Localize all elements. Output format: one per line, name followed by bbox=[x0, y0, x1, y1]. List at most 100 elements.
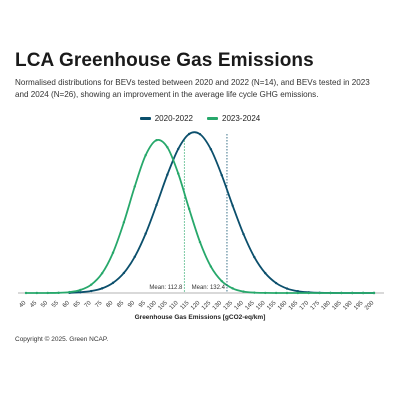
data-point-2023-2024 bbox=[111, 251, 115, 254]
data-point-2020-2022 bbox=[111, 281, 115, 285]
x-tick-label: 180 bbox=[321, 300, 333, 312]
x-tick-label: 140 bbox=[234, 300, 246, 312]
page-title: LCA Greenhouse Gas Emissions bbox=[15, 50, 314, 71]
x-tick-label: 130 bbox=[212, 300, 224, 312]
data-point-2023-2024 bbox=[209, 265, 213, 268]
x-tick-label: 120 bbox=[190, 300, 202, 312]
chart-legend: 2020-2022 2023-2024 bbox=[0, 114, 400, 123]
x-tick-label: 95 bbox=[138, 300, 147, 309]
data-point-2020-2022 bbox=[155, 203, 158, 207]
x-axis-title: Greenhouse Gas Emissions [gCO2-eq/km] bbox=[135, 314, 266, 321]
x-tick-label: 100 bbox=[147, 300, 159, 312]
data-point-2020-2022 bbox=[100, 287, 104, 290]
x-tick-label: 90 bbox=[127, 300, 136, 309]
data-point-2023-2024 bbox=[264, 291, 267, 295]
x-tick-label: 135 bbox=[223, 300, 235, 312]
x-tick-label: 80 bbox=[105, 300, 114, 309]
data-point-2023-2024 bbox=[198, 240, 202, 244]
data-point-2023-2024 bbox=[24, 291, 28, 295]
x-tick-label: 190 bbox=[342, 300, 354, 312]
data-point-2023-2024 bbox=[220, 279, 223, 283]
x-tick-label: 115 bbox=[180, 300, 191, 311]
x-tick-label: 70 bbox=[84, 300, 93, 309]
x-tick-label: 85 bbox=[116, 300, 125, 309]
data-point-2020-2022 bbox=[177, 147, 180, 151]
data-point-2023-2024 bbox=[122, 221, 126, 224]
data-point-2023-2024 bbox=[253, 291, 256, 294]
data-point-2020-2022 bbox=[220, 173, 223, 177]
data-point-2023-2024 bbox=[351, 291, 354, 295]
x-tick-label: 125 bbox=[201, 300, 213, 312]
data-point-2020-2022 bbox=[198, 132, 202, 136]
data-point-2020-2022 bbox=[79, 291, 82, 294]
x-tick-label: 155 bbox=[266, 300, 278, 312]
data-point-2023-2024 bbox=[155, 139, 158, 142]
data-point-2023-2024 bbox=[274, 291, 278, 295]
data-point-2020-2022 bbox=[274, 281, 278, 285]
data-point-2020-2022 bbox=[209, 148, 213, 151]
data-point-2023-2024 bbox=[329, 291, 332, 295]
data-point-2023-2024 bbox=[57, 291, 60, 295]
series-line-2023-2024 bbox=[26, 139, 374, 294]
data-point-2020-2022 bbox=[144, 232, 147, 235]
x-tick-label: 150 bbox=[255, 300, 267, 312]
data-point-2023-2024 bbox=[231, 287, 234, 290]
data-point-2020-2022 bbox=[253, 255, 256, 259]
legend-label-2023-2024: 2023-2024 bbox=[222, 114, 261, 123]
x-tick-label: 40 bbox=[18, 300, 27, 309]
data-point-2023-2024 bbox=[68, 290, 71, 294]
data-point-2020-2022 bbox=[231, 204, 234, 207]
data-point-2020-2022 bbox=[296, 290, 300, 293]
x-tick-label: 170 bbox=[299, 300, 311, 312]
copyright-footer: Copyright © 2025. Green NCAP. bbox=[15, 336, 109, 343]
x-tick-label: 165 bbox=[288, 300, 300, 312]
data-point-2020-2022 bbox=[166, 173, 169, 176]
data-point-2023-2024 bbox=[177, 172, 180, 175]
legend-item-2020-2022[interactable]: 2020-2022 bbox=[139, 114, 193, 123]
data-point-2023-2024 bbox=[133, 185, 136, 188]
legend-label-2020-2022: 2020-2022 bbox=[154, 114, 193, 123]
series-line-2020-2022 bbox=[69, 131, 374, 294]
data-point-2020-2022 bbox=[242, 232, 245, 236]
data-point-2020-2022 bbox=[264, 271, 267, 275]
data-point-2020-2022 bbox=[133, 255, 136, 258]
data-point-2023-2024 bbox=[285, 291, 289, 295]
x-tick-label: 60 bbox=[62, 300, 71, 309]
x-tick-label: 145 bbox=[244, 300, 256, 312]
data-point-2023-2024 bbox=[187, 207, 191, 211]
page-subtitle: Normalised distributions for BEVs tested… bbox=[15, 78, 370, 99]
x-tick-label: 185 bbox=[331, 300, 343, 312]
data-point-2020-2022 bbox=[187, 132, 191, 136]
data-point-2023-2024 bbox=[144, 154, 147, 157]
x-tick-label: 75 bbox=[95, 300, 104, 309]
data-point-2020-2022 bbox=[122, 271, 126, 275]
x-tick-label: 55 bbox=[51, 300, 60, 309]
data-point-2023-2024 bbox=[340, 291, 343, 295]
data-point-2023-2024 bbox=[166, 146, 169, 149]
data-point-2023-2024 bbox=[361, 291, 365, 295]
x-tick-label: 65 bbox=[73, 300, 82, 309]
data-point-2023-2024 bbox=[307, 291, 310, 295]
x-tick-label: 160 bbox=[277, 300, 289, 312]
data-point-2023-2024 bbox=[318, 291, 321, 295]
data-point-2023-2024 bbox=[372, 291, 376, 295]
data-point-2023-2024 bbox=[100, 272, 104, 275]
data-point-2023-2024 bbox=[90, 283, 93, 286]
x-tick-label: 175 bbox=[310, 300, 322, 312]
data-point-2023-2024 bbox=[35, 291, 39, 295]
legend-item-2023-2024[interactable]: 2023-2024 bbox=[207, 114, 260, 123]
legend-swatch-2020-2022 bbox=[139, 117, 151, 120]
data-point-2023-2024 bbox=[242, 290, 245, 293]
mean-label-2020-2022: Mean: 132.4 bbox=[192, 285, 226, 291]
legend-swatch-2023-2024 bbox=[207, 117, 218, 120]
data-point-2020-2022 bbox=[90, 289, 93, 293]
mean-label-2023-2024: Mean: 112.8 bbox=[149, 285, 183, 291]
data-point-2023-2024 bbox=[296, 291, 300, 295]
x-tick-label: 105 bbox=[157, 300, 169, 312]
data-point-2023-2024 bbox=[79, 288, 82, 292]
x-tick-label: 45 bbox=[29, 300, 38, 309]
x-tick-label: 195 bbox=[353, 300, 365, 312]
x-tick-label: 200 bbox=[364, 300, 376, 312]
data-point-2020-2022 bbox=[285, 287, 289, 290]
x-tick-label: 110 bbox=[169, 300, 180, 311]
